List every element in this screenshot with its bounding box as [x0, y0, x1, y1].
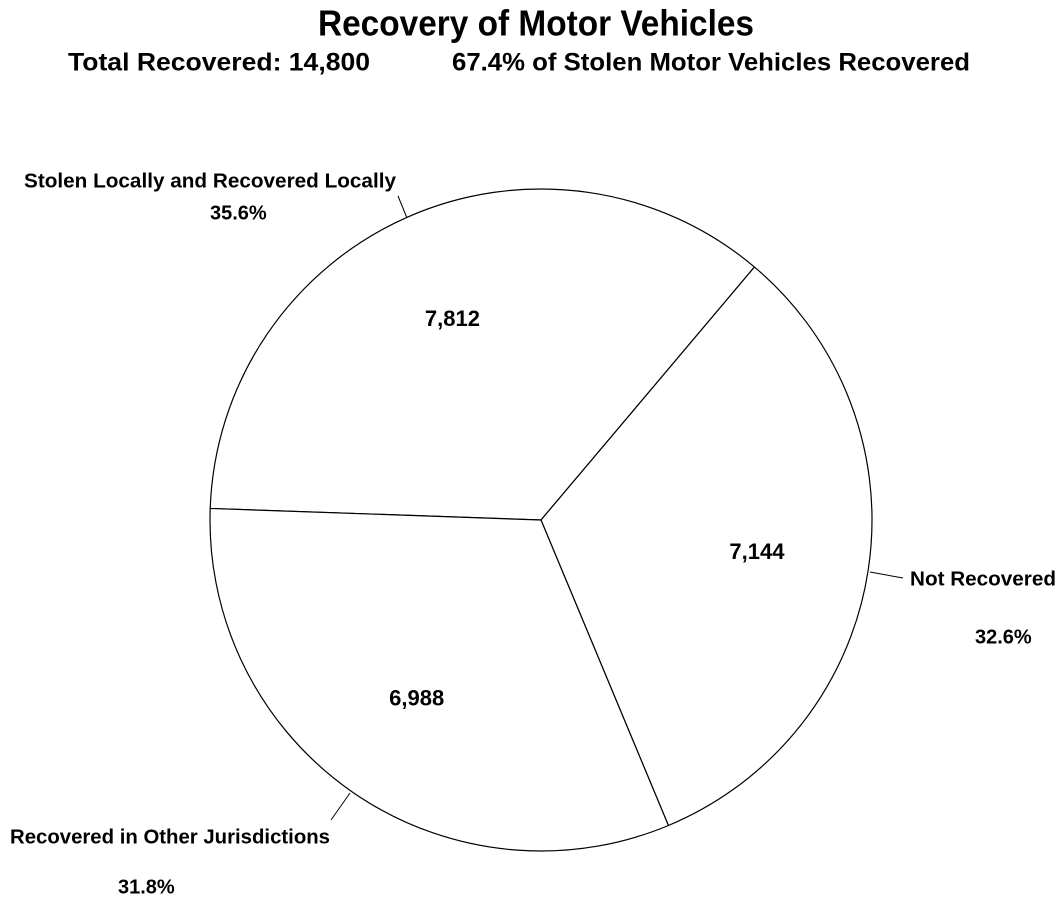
category-label: Not Recovered — [910, 568, 1056, 590]
pie-slice — [540, 266, 873, 827]
value-label: 7,812 — [425, 306, 480, 331]
category-label: Stolen Locally and Recovered Locally — [24, 170, 397, 192]
percent-label: 35.6% — [210, 202, 267, 224]
percent-label: 31.8% — [118, 876, 175, 898]
value-label: 6,988 — [389, 685, 444, 710]
leader-line — [397, 195, 408, 219]
pie-slice — [209, 507, 670, 852]
subtitle: Total Recovered: 14,800 — [68, 49, 370, 77]
category-label: Recovered in Other Jurisdictions — [10, 826, 330, 848]
percent-label: 32.6% — [975, 626, 1032, 648]
leader-line — [330, 792, 351, 821]
value-label: 7,144 — [729, 539, 785, 564]
leader-line — [869, 571, 904, 579]
chart-title: Recovery of Motor Vehicles — [318, 3, 754, 44]
subtitle: 67.4% of Stolen Motor Vehicles Recovered — [452, 49, 970, 77]
